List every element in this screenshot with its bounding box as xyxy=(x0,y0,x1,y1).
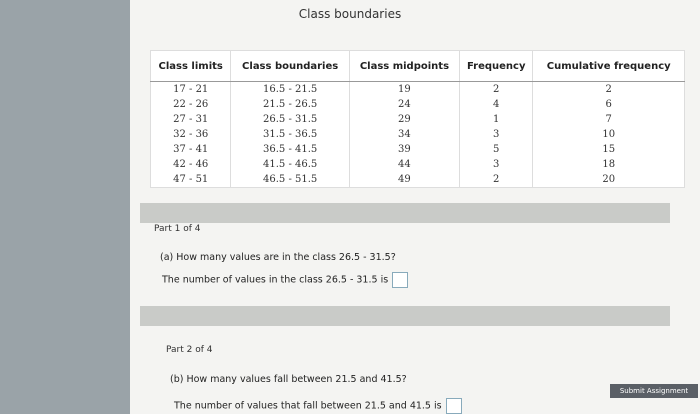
table-cell: 41.5 - 46.5 xyxy=(230,157,350,172)
table-cell: 29 xyxy=(348,112,460,127)
answer-input[interactable] xyxy=(445,398,462,414)
table-cell: 44 xyxy=(348,157,460,172)
table-cell: 16.5 - 21.5 xyxy=(230,81,350,97)
table-cell: 5 xyxy=(458,142,534,157)
part-band xyxy=(140,203,670,223)
table-cell: 46.5 - 51.5 xyxy=(230,172,350,188)
column-header: Class limits xyxy=(149,50,232,82)
table-cell: 2 xyxy=(458,81,534,97)
table-cell: 37 - 41 xyxy=(149,142,232,157)
answer-input[interactable] xyxy=(392,272,409,288)
table-cell: 32 - 36 xyxy=(149,127,232,142)
table-cell: 26.5 - 31.5 xyxy=(230,112,350,127)
table-cell: 2 xyxy=(532,81,685,97)
title: Class boundaries xyxy=(298,7,402,21)
column-header: Class midpoints xyxy=(348,50,460,82)
table-cell: 27 - 31 xyxy=(149,112,232,127)
question: (a) How many values are in the class 26.… xyxy=(160,252,396,263)
answer-line: The number of values in the class 26.5 -… xyxy=(162,272,409,288)
column-header: Cumulative frequency xyxy=(532,50,685,82)
table-cell: 39 xyxy=(348,142,460,157)
part-band xyxy=(140,306,670,326)
table-cell: 2 xyxy=(458,172,534,188)
table-cell: 6 xyxy=(532,97,685,112)
table-cell: 21.5 - 26.5 xyxy=(230,97,350,112)
question: (b) How many values fall between 21.5 an… xyxy=(170,374,407,385)
part-label: Part 1 of 4 xyxy=(154,224,201,234)
table-cell: 18 xyxy=(532,157,685,172)
table-cell: 3 xyxy=(458,127,534,142)
table-cell: 15 xyxy=(532,142,685,157)
table-cell: 4 xyxy=(458,97,534,112)
answer-prompt: The number of values in the class 26.5 -… xyxy=(162,274,389,286)
data-table: Class limits Class boundaries Class midpoi… xyxy=(149,50,685,188)
table-cell: 24 xyxy=(348,97,460,112)
table-row: 17 - 21 16.5 - 21.5 19 2 2 xyxy=(149,81,685,97)
table-row: 32 - 36 31.5 - 36.5 34 3 10 xyxy=(149,127,685,142)
page: Class boundaries Class limits Class bound… xyxy=(130,0,700,414)
column-header: Class boundaries xyxy=(230,50,350,82)
table-row: 37 - 41 36.5 - 41.5 39 5 15 xyxy=(149,142,685,157)
table-cell: 47 - 51 xyxy=(149,172,232,188)
table-row: 42 - 46 41.5 - 46.5 44 3 18 xyxy=(149,157,685,172)
table-row: 27 - 31 26.5 - 31.5 29 1 7 xyxy=(149,112,685,127)
column-header: Frequency xyxy=(458,50,534,82)
part-label: Part 2 of 4 xyxy=(166,345,213,355)
table-row: 22 - 26 21.5 - 26.5 24 4 6 xyxy=(149,97,685,112)
table-cell: 34 xyxy=(348,127,460,142)
table-cell: 36.5 - 41.5 xyxy=(230,142,350,157)
table-cell: 7 xyxy=(532,112,685,127)
table-cell: 20 xyxy=(532,172,685,188)
table-cell: 1 xyxy=(458,112,534,127)
table-cell: 42 - 46 xyxy=(149,157,232,172)
table-cell: 3 xyxy=(458,157,534,172)
answer-line: The number of values that fall between 2… xyxy=(174,398,462,414)
table-cell: 31.5 - 36.5 xyxy=(230,127,350,142)
table-row: 47 - 51 46.5 - 51.5 49 2 20 xyxy=(149,172,685,188)
table-cell: 22 - 26 xyxy=(149,97,232,112)
submit-button[interactable]: Submit Assignment xyxy=(610,384,698,398)
answer-prompt: The number of values that fall between 2… xyxy=(174,400,442,412)
table-cell: 10 xyxy=(532,127,685,142)
table-cell: 49 xyxy=(348,172,460,188)
table-cell: 17 - 21 xyxy=(149,81,232,97)
table-cell: 19 xyxy=(348,81,460,97)
